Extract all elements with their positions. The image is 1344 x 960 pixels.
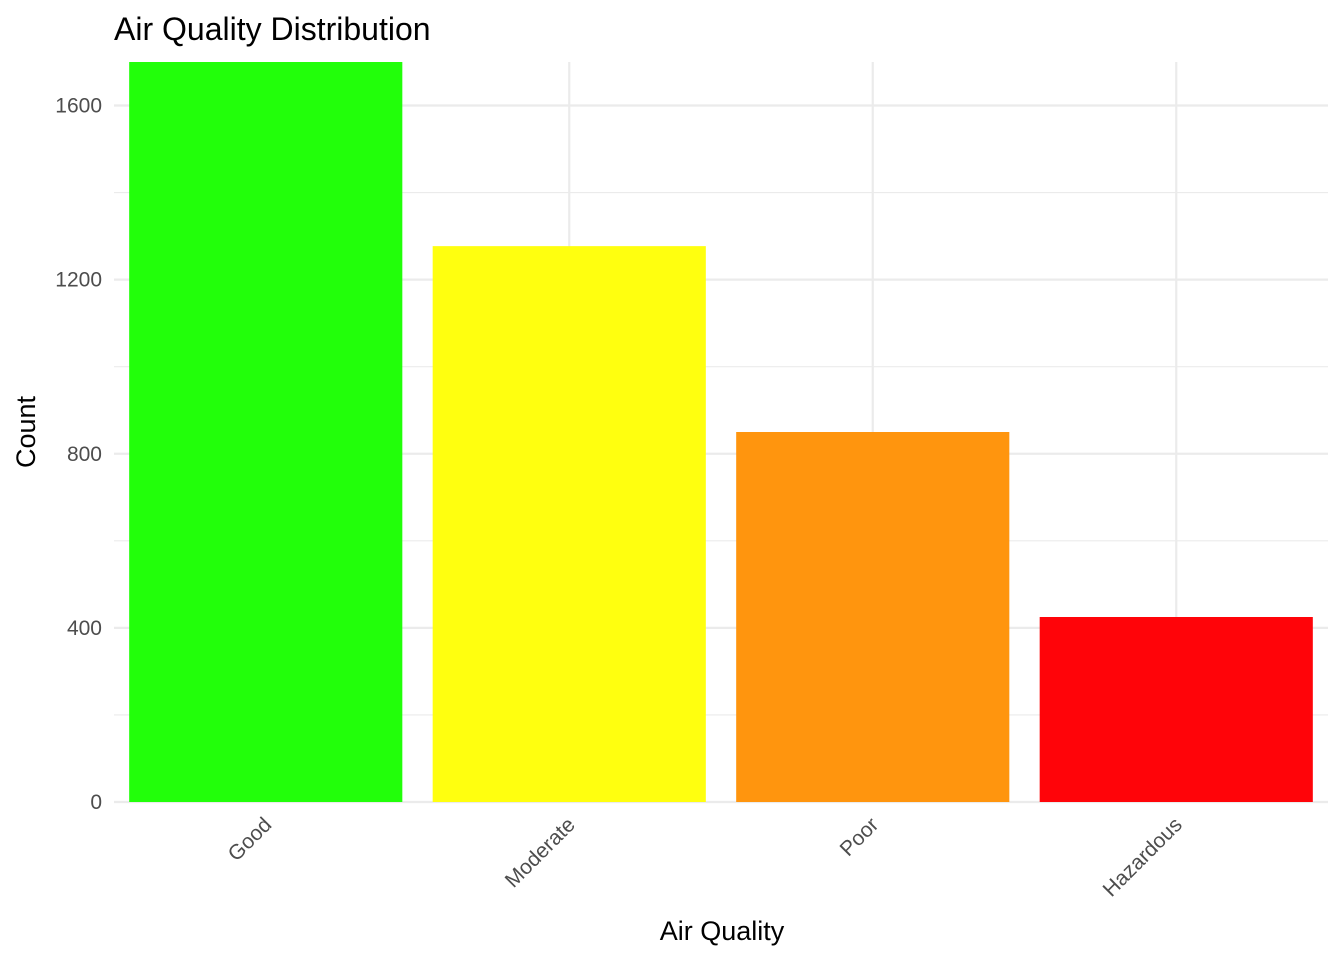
x-tick-labels: Good Moderate Poor Hazardous [224,813,1187,901]
x-tick-label: Good [224,813,277,866]
x-tick-label: Moderate [501,813,580,892]
bar-good [129,62,403,802]
bars [129,62,1313,803]
x-tick-label: Hazardous [1099,813,1187,901]
y-tick-label: 800 [67,443,102,466]
y-tick-label: 1600 [55,95,102,118]
bar-hazardous [1039,617,1313,802]
y-tick-label: 1200 [55,269,102,292]
x-tick-label: Poor [836,813,884,861]
y-axis-title: Count [11,395,41,468]
y-tick-labels: 0 400 800 1200 1600 [55,95,102,814]
bar-moderate [432,246,706,803]
chart-title: Air Quality Distribution [114,11,431,47]
y-tick-label: 400 [67,617,102,640]
bar-poor [736,432,1010,802]
x-axis-title: Air Quality [660,916,785,946]
y-tick-label: 0 [90,791,102,814]
